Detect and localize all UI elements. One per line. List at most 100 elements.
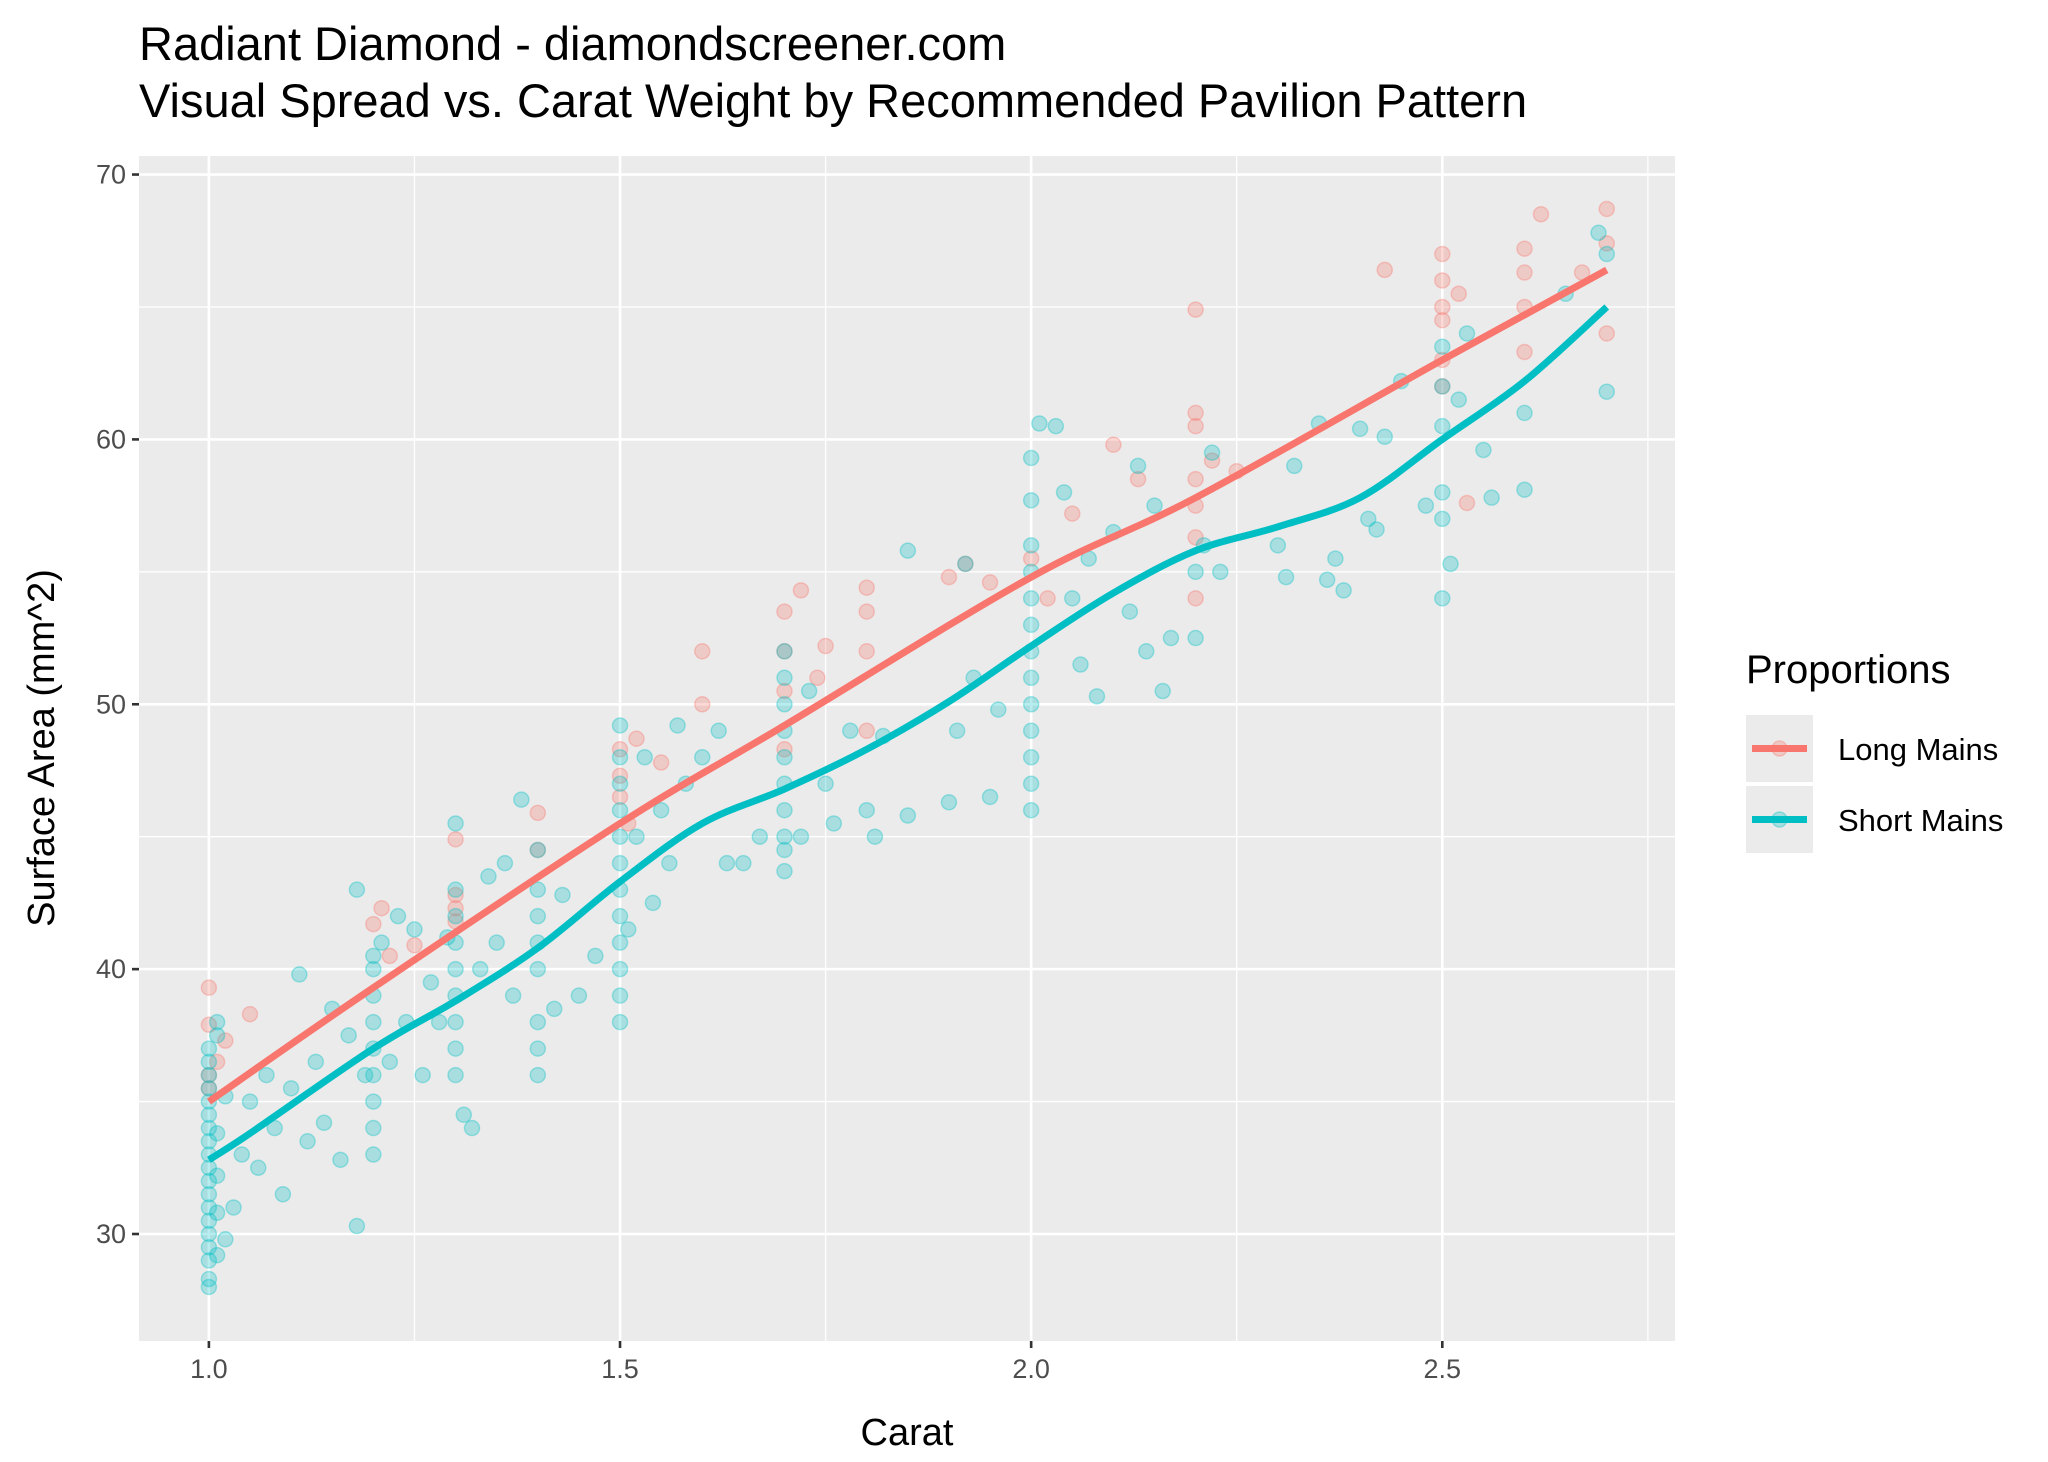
long-mains-point bbox=[200, 979, 218, 996]
short-mains-point bbox=[463, 1119, 481, 1137]
short-mains-point bbox=[1368, 521, 1385, 538]
y-tick-label: 30 bbox=[96, 1219, 126, 1249]
long-mains-point bbox=[1187, 301, 1204, 318]
long-mains-point bbox=[529, 804, 547, 822]
long-mains-point bbox=[1516, 240, 1533, 257]
short-mains-point bbox=[1047, 417, 1065, 435]
short-mains-point bbox=[1434, 417, 1451, 435]
short-mains-point bbox=[776, 669, 793, 687]
x-tick-label: 1.0 bbox=[190, 1354, 228, 1384]
long-mains-point bbox=[447, 886, 464, 904]
short-mains-point bbox=[200, 1225, 218, 1243]
short-mains-point bbox=[200, 1066, 218, 1084]
long-mains-point bbox=[1203, 452, 1221, 469]
short-mains-point bbox=[208, 1027, 226, 1044]
long-mains-point bbox=[1434, 272, 1451, 289]
short-mains-point bbox=[1022, 801, 1040, 819]
short-mains-point bbox=[661, 854, 678, 872]
short-mains-point bbox=[858, 801, 875, 819]
short-mains-point bbox=[200, 1106, 218, 1124]
short-mains-point bbox=[611, 960, 629, 978]
short-mains-point bbox=[1121, 603, 1139, 620]
short-mains-point bbox=[899, 542, 917, 559]
short-mains-point bbox=[776, 828, 793, 845]
long-mains-point bbox=[1516, 264, 1533, 281]
short-mains-point bbox=[669, 717, 686, 734]
short-mains-point bbox=[1327, 550, 1344, 567]
short-mains-point bbox=[628, 828, 645, 845]
short-mains-point bbox=[1187, 563, 1204, 581]
short-mains-point bbox=[652, 801, 670, 819]
short-mains-point bbox=[299, 1133, 316, 1150]
short-mains-point bbox=[587, 947, 604, 965]
short-mains-point bbox=[406, 921, 423, 938]
short-mains-point bbox=[373, 934, 390, 951]
short-mains-point bbox=[1022, 748, 1040, 766]
short-mains-point bbox=[1417, 497, 1435, 514]
long-mains-point bbox=[1458, 494, 1476, 512]
chart-subtitle: Visual Spread vs. Carat Weight by Recomm… bbox=[139, 74, 1527, 127]
long-mains-point bbox=[200, 1016, 218, 1034]
short-mains-point bbox=[990, 701, 1007, 718]
short-mains-point bbox=[1146, 497, 1163, 514]
short-mains-point bbox=[1590, 224, 1607, 242]
short-mains-point bbox=[866, 828, 884, 845]
short-mains-point bbox=[200, 1159, 218, 1177]
long-mains-point bbox=[940, 568, 958, 586]
short-mains-point bbox=[348, 1217, 366, 1235]
long-mains-point bbox=[776, 682, 793, 700]
y-tick-label: 40 bbox=[96, 954, 126, 984]
short-mains-point bbox=[447, 1066, 464, 1084]
short-mains-point bbox=[1187, 629, 1204, 647]
long-mains-point bbox=[652, 754, 670, 771]
long-mains-point bbox=[447, 899, 464, 917]
short-mains-point bbox=[948, 722, 966, 740]
short-mains-point bbox=[1286, 457, 1303, 475]
short-mains-point bbox=[1360, 510, 1377, 528]
smooth-lines bbox=[206, 266, 1610, 1163]
short-mains-point bbox=[1022, 669, 1040, 687]
short-mains-point bbox=[1335, 582, 1352, 599]
short-mains-point bbox=[611, 987, 629, 1004]
long-mains-point bbox=[373, 899, 390, 917]
long-mains-point bbox=[1187, 417, 1204, 435]
short-mains-point bbox=[1022, 492, 1040, 509]
long-mains-point bbox=[1187, 590, 1204, 607]
short-mains-point bbox=[1022, 696, 1040, 713]
short-mains-point bbox=[1064, 590, 1081, 607]
short-mains-point bbox=[899, 807, 917, 824]
short-mains-point bbox=[233, 1146, 251, 1163]
gridlines bbox=[139, 156, 1675, 1341]
short-mains-point bbox=[611, 717, 629, 734]
long-mains-smooth-line bbox=[206, 266, 1609, 1105]
long-mains-point bbox=[365, 915, 382, 933]
short-mains-point bbox=[529, 841, 547, 859]
short-mains-point bbox=[1022, 449, 1040, 467]
short-mains-point bbox=[776, 696, 793, 713]
long-mains-point bbox=[858, 579, 875, 596]
short-mains-point bbox=[1277, 568, 1295, 586]
long-mains-point bbox=[858, 603, 875, 620]
short-mains-point bbox=[1318, 571, 1336, 589]
short-mains-point bbox=[200, 1278, 218, 1296]
short-mains-point bbox=[718, 854, 736, 872]
short-mains-point bbox=[208, 1204, 226, 1222]
long-mains-point bbox=[1187, 404, 1204, 422]
short-mains-point bbox=[800, 682, 818, 700]
short-mains-point bbox=[513, 791, 530, 808]
short-mains-point bbox=[1162, 629, 1180, 647]
short-mains-point bbox=[957, 555, 974, 573]
short-mains-point bbox=[504, 987, 522, 1004]
long-mains-point bbox=[1434, 245, 1451, 263]
long-mains-point bbox=[406, 937, 423, 954]
short-mains-point bbox=[241, 1093, 259, 1110]
short-mains-point bbox=[710, 722, 727, 740]
short-mains-point bbox=[1516, 404, 1533, 422]
long-mains-point bbox=[1434, 298, 1451, 316]
legend-label: Long Mains bbox=[1838, 732, 1998, 767]
short-mains-point bbox=[488, 934, 505, 951]
short-mains-point bbox=[1088, 688, 1106, 705]
short-mains-point bbox=[208, 1013, 226, 1031]
short-mains-point bbox=[529, 881, 547, 898]
